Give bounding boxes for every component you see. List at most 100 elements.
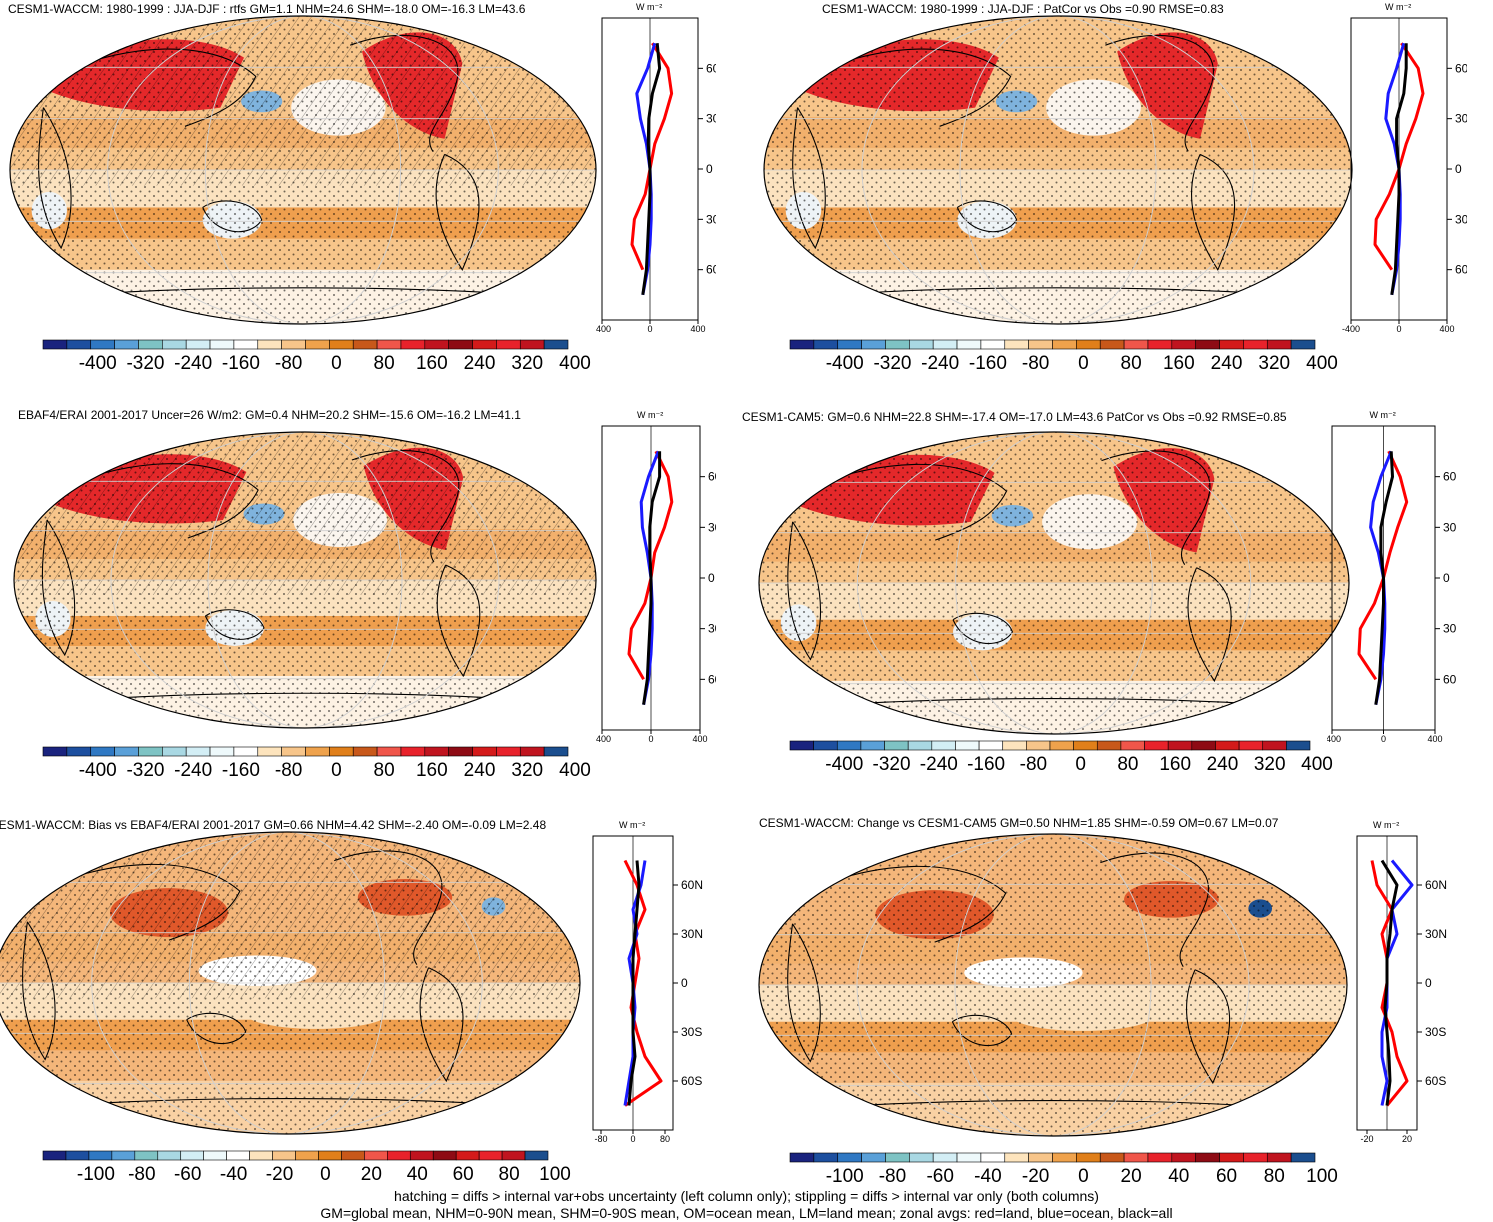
colorbar-label: -240 <box>174 353 213 374</box>
colorbar-swatch <box>1147 339 1173 350</box>
colorbar-swatch <box>400 339 426 350</box>
colorbar-label: 20 <box>1120 1166 1142 1187</box>
colorbar-label: 320 <box>511 760 544 781</box>
colorbar-swatch <box>65 1150 90 1161</box>
series-land <box>630 42 674 271</box>
lat-label: 0 <box>706 162 713 176</box>
colorbar-swatch <box>1262 740 1287 751</box>
colorbar-swatch <box>837 339 862 350</box>
colorbar-label: 240 <box>463 760 496 781</box>
colorbar-swatch <box>185 746 211 757</box>
colorbar-swatch <box>341 1150 365 1161</box>
colorbar-label: -320 <box>126 760 165 781</box>
colorbar-swatch <box>909 339 934 350</box>
series-all <box>1380 859 1399 1106</box>
colorbar-label: -160 <box>221 760 260 781</box>
world-map <box>9 15 597 325</box>
colorbar-swatch <box>1099 1152 1125 1163</box>
unit-label: W m⁻² <box>637 410 664 420</box>
lat-label: 0 <box>708 571 715 585</box>
colorbar-swatch <box>813 339 839 350</box>
colorbar-swatch <box>257 339 282 350</box>
colorbar-swatch <box>1167 740 1193 751</box>
colorbar-label: -400 <box>825 754 864 775</box>
colorbar-label: 80 <box>373 353 395 374</box>
colorbar-label: 400 <box>1301 754 1333 775</box>
x-tick-label: -80 <box>594 1134 607 1142</box>
x-tick-label: -400 <box>596 734 611 742</box>
colorbar-label: 0 <box>320 1164 331 1185</box>
panel-5: CESM1-WACCM: Bias vs EBAF4/ERAI 2001-201… <box>0 812 746 1212</box>
colorbar-swatch <box>478 1150 503 1161</box>
colorbar-swatch <box>1144 740 1169 751</box>
colorbar-swatch <box>90 339 115 350</box>
colorbar-label: 80 <box>1263 1166 1285 1187</box>
panel-title: CESM1-CAM5: GM=0.6 NHM=22.8 SHM=-17.4 OM… <box>742 410 1287 424</box>
world-map <box>758 431 1350 735</box>
lat-label: 0 <box>681 976 688 990</box>
lat-label: 30S <box>1455 212 1467 226</box>
x-tick-label: 0 <box>647 324 652 332</box>
colorbar-label: 320 <box>1258 353 1291 374</box>
colorbar-swatch <box>1076 1152 1101 1163</box>
lat-label: 0 <box>1425 976 1432 990</box>
lat-label: 30S <box>1425 1025 1446 1039</box>
lat-label: 30N <box>1443 520 1457 534</box>
x-tick-label: 400 <box>692 734 707 742</box>
colorbar-label: 80 <box>498 1164 520 1185</box>
colorbar-swatch <box>1238 740 1264 751</box>
zonal-mean-plot: 60N 30N 0 30S 60S -400 0 400 <box>1327 425 1457 742</box>
colorbar-swatch <box>295 1150 319 1161</box>
series-land <box>627 450 674 681</box>
colorbar-swatch <box>352 746 378 757</box>
zonal-mean-plot: 60N 30N 0 30S 60S -400 0 400 <box>596 425 716 742</box>
colorbar-label: 0 <box>331 353 342 374</box>
colorbar-swatch <box>1004 1152 1029 1163</box>
colorbar-swatch <box>789 339 815 350</box>
colorbar-swatch <box>932 1152 958 1163</box>
colorbar-labels: -400 -320 -240 -160 -80 0 80 160 240 320 400 <box>42 353 591 377</box>
colorbar-swatch <box>88 1150 113 1161</box>
colorbar-swatch <box>272 1150 296 1161</box>
colorbar-swatch <box>496 339 521 350</box>
colorbar-label: -80 <box>878 1166 907 1187</box>
colorbar-swatch <box>978 740 1004 751</box>
colorbar-label: 400 <box>1306 353 1338 374</box>
colorbar-label: 60 <box>452 1164 474 1185</box>
colorbar-swatch <box>1195 1152 1220 1163</box>
colorbar-label: -160 <box>967 754 1006 775</box>
colorbar-label: -80 <box>274 353 303 374</box>
colorbar-swatch <box>1243 339 1268 350</box>
colorbar-swatch <box>501 1150 526 1161</box>
colorbar-swatch <box>318 1150 342 1161</box>
colorbar-swatch <box>836 740 862 751</box>
colorbar-swatch <box>813 1152 839 1163</box>
colorbar-swatch <box>233 746 259 757</box>
colorbar-swatch <box>138 746 163 757</box>
world-map <box>0 831 581 1135</box>
colorbar-swatch <box>376 746 402 757</box>
lat-label: 60N <box>681 878 703 892</box>
colorbar-swatch <box>1290 339 1316 350</box>
colorbar-swatch <box>496 746 521 757</box>
colorbar-label: -100 <box>825 1166 864 1187</box>
colorbar-swatch <box>162 746 187 757</box>
colorbar-swatch <box>66 339 92 350</box>
colorbar-label: 320 <box>1253 754 1286 775</box>
lat-label: 60N <box>1455 61 1467 75</box>
colorbar-label: -240 <box>921 353 960 374</box>
colorbar-swatch <box>909 1152 934 1163</box>
colorbar-label: 0 <box>1075 754 1086 775</box>
colorbar-swatch <box>1219 1152 1244 1163</box>
lat-label: 30S <box>706 212 716 226</box>
colorbar-label: 160 <box>415 353 448 374</box>
x-tick-label: 0 <box>648 734 653 742</box>
footer-note: hatching = diffs > internal var+obs unce… <box>0 1188 1493 1222</box>
lat-label: 60N <box>706 61 716 75</box>
x-tick-label: 400 <box>690 324 705 332</box>
colorbar-labels: -400 -320 -240 -160 -80 0 80 160 240 320 400 <box>789 353 1338 377</box>
colorbar-label: -320 <box>126 353 165 374</box>
x-tick-label: -20 <box>1360 1134 1373 1142</box>
lat-label: 30S <box>1443 622 1457 636</box>
colorbar-label: 400 <box>559 353 591 374</box>
